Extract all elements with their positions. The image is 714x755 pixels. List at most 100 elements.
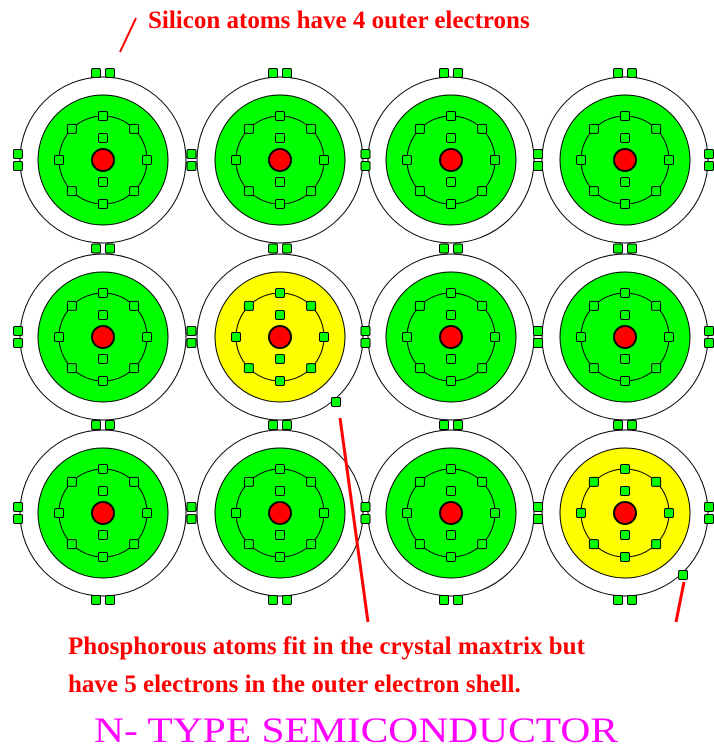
electron: [620, 199, 630, 209]
electron: [98, 199, 108, 209]
electron: [402, 332, 412, 342]
electron: [231, 155, 241, 165]
electron: [129, 123, 140, 134]
electron: [627, 595, 637, 605]
nucleus: [91, 501, 115, 525]
electron: [446, 111, 456, 121]
crystal-lattice: [19, 76, 709, 597]
electron: [98, 133, 108, 143]
electron: [142, 508, 152, 518]
electron: [66, 186, 77, 197]
electron: [186, 338, 197, 348]
electron: [360, 502, 371, 512]
nucleus: [613, 501, 637, 525]
electron: [414, 186, 425, 197]
electron: [446, 288, 456, 298]
electron: [275, 310, 285, 320]
electron: [306, 123, 317, 134]
electron: [446, 133, 456, 143]
electron: [490, 155, 500, 165]
electron: [620, 530, 630, 540]
electron: [533, 338, 543, 348]
electron: [98, 111, 108, 121]
electron: [446, 310, 456, 320]
electron: [588, 363, 599, 374]
electron: [477, 476, 488, 487]
electron: [186, 514, 197, 524]
electron: [142, 332, 152, 342]
phosphorus-atom: [196, 253, 364, 421]
electron: [13, 338, 23, 348]
electron: [98, 376, 108, 386]
electron: [446, 552, 456, 562]
electron: [282, 420, 292, 430]
electron: [282, 68, 292, 78]
electron: [275, 111, 285, 121]
electron: [306, 539, 317, 550]
electron: [651, 186, 662, 197]
silicon-atom: [19, 429, 187, 597]
electron: [129, 300, 140, 311]
electron: [533, 326, 543, 336]
electron: [360, 161, 371, 171]
nucleus: [613, 325, 637, 349]
electron: [91, 68, 101, 78]
electron: [704, 502, 714, 512]
electron: [533, 502, 543, 512]
electron: [243, 300, 254, 311]
electron: [477, 186, 488, 197]
electron: [186, 149, 197, 159]
electron: [651, 476, 662, 487]
electron: [588, 476, 599, 487]
electron: [66, 476, 77, 487]
electron: [275, 177, 285, 187]
electron: [651, 363, 662, 374]
electron: [620, 376, 630, 386]
electron: [490, 508, 500, 518]
nucleus: [268, 148, 292, 172]
electron: [105, 420, 115, 430]
electron: [91, 243, 101, 254]
electron: [66, 123, 77, 134]
electron: [439, 243, 449, 254]
electron: [98, 310, 108, 320]
outer-shell-ring: [367, 253, 535, 421]
electron: [268, 68, 278, 78]
electron: [627, 420, 637, 430]
electron: [282, 243, 292, 254]
outer-shell-ring: [541, 429, 709, 597]
electron: [243, 123, 254, 134]
electron: [275, 199, 285, 209]
electron: [282, 595, 292, 605]
electron: [243, 186, 254, 197]
electron: [414, 300, 425, 311]
electron: [453, 68, 463, 78]
outer-shell-ring: [541, 253, 709, 421]
electron: [446, 376, 456, 386]
electron: [620, 464, 630, 474]
outer-shell-ring: [541, 76, 709, 244]
electron: [243, 363, 254, 374]
silicon-atom: [19, 76, 187, 244]
outer-shell-ring: [19, 76, 187, 244]
outer-shell-ring: [196, 253, 364, 421]
outer-shell-ring: [19, 429, 187, 597]
electron: [231, 508, 241, 518]
nucleus: [91, 148, 115, 172]
electron: [613, 420, 623, 430]
electron: [620, 486, 630, 496]
covalent-bond-electrons: [13, 68, 714, 605]
electron: [243, 539, 254, 550]
electron: [360, 326, 371, 336]
electron: [446, 199, 456, 209]
electron: [414, 476, 425, 487]
electron: [54, 155, 64, 165]
electron: [588, 186, 599, 197]
electron: [268, 595, 278, 605]
electron: [54, 332, 64, 342]
electron: [453, 595, 463, 605]
silicon-atom: [367, 76, 535, 244]
electron: [98, 552, 108, 562]
electron: [704, 149, 714, 159]
